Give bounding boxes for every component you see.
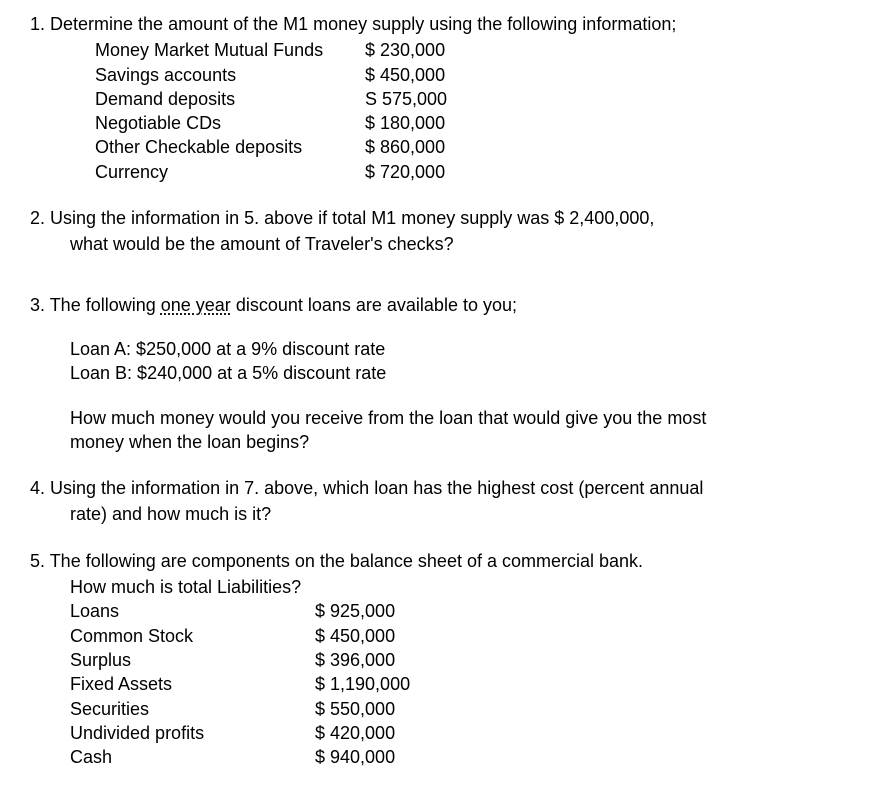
row-value: $ 230,000 — [365, 38, 445, 62]
table-row: Money Market Mutual Funds $ 230,000 — [95, 38, 855, 62]
q2-line1: 2. Using the information in 5. above if … — [30, 206, 855, 230]
loan-a: Loan A: $250,000 at a 9% discount rate — [70, 337, 855, 361]
row-label: Fixed Assets — [70, 672, 315, 696]
row-value: $ 450,000 — [315, 624, 395, 648]
table-row: Savings accounts $ 450,000 — [95, 63, 855, 87]
row-value: $ 940,000 — [315, 745, 395, 769]
row-value: $ 550,000 — [315, 697, 395, 721]
row-value: S 575,000 — [365, 87, 447, 111]
table-row: Other Checkable deposits $ 860,000 — [95, 135, 855, 159]
question-5: 5. The following are components on the b… — [30, 549, 855, 770]
row-value: $ 450,000 — [365, 63, 445, 87]
row-label: Securities — [70, 697, 315, 721]
q4-line2: rate) and how much is it? — [30, 502, 855, 526]
row-label: Savings accounts — [95, 63, 365, 87]
question-3: 3. The following one year discount loans… — [30, 293, 855, 454]
row-value: $ 420,000 — [315, 721, 395, 745]
table-row: Currency $ 720,000 — [95, 160, 855, 184]
row-label: Surplus — [70, 648, 315, 672]
q3-prompt-underline: one year — [161, 295, 231, 315]
row-value: $ 720,000 — [365, 160, 445, 184]
q1-table: Money Market Mutual Funds $ 230,000 Savi… — [30, 38, 855, 184]
row-value: $ 396,000 — [315, 648, 395, 672]
loan-b: Loan B: $240,000 at a 5% discount rate — [70, 361, 855, 385]
table-row: Demand deposits S 575,000 — [95, 87, 855, 111]
row-label: Other Checkable deposits — [95, 135, 365, 159]
row-label: Currency — [95, 160, 365, 184]
question-4: 4. Using the information in 7. above, wh… — [30, 476, 855, 527]
q3-subquestion: How much money would you receive from th… — [30, 406, 855, 455]
row-label: Common Stock — [70, 624, 315, 648]
table-row: Securities $ 550,000 — [70, 697, 855, 721]
q1-prompt: 1. Determine the amount of the M1 money … — [30, 12, 855, 36]
q4-line1: 4. Using the information in 7. above, wh… — [30, 476, 855, 500]
q2-line2: what would be the amount of Traveler's c… — [30, 232, 855, 256]
row-label: Money Market Mutual Funds — [95, 38, 365, 62]
table-row: Undivided profits $ 420,000 — [70, 721, 855, 745]
q3-loans: Loan A: $250,000 at a 9% discount rate L… — [30, 337, 855, 386]
q3-sub-line1: How much money would you receive from th… — [70, 406, 855, 430]
row-label: Demand deposits — [95, 87, 365, 111]
row-value: $ 1,190,000 — [315, 672, 410, 696]
table-row: Cash $ 940,000 — [70, 745, 855, 769]
row-value: $ 180,000 — [365, 111, 445, 135]
q3-prompt-pre: 3. The following — [30, 295, 161, 315]
table-row: Common Stock $ 450,000 — [70, 624, 855, 648]
row-label: Negotiable CDs — [95, 111, 365, 135]
q3-prompt-post: discount loans are available to you; — [231, 295, 517, 315]
question-2: 2. Using the information in 5. above if … — [30, 206, 855, 257]
row-value: $ 925,000 — [315, 599, 395, 623]
row-label: Cash — [70, 745, 315, 769]
question-1: 1. Determine the amount of the M1 money … — [30, 12, 855, 184]
row-value: $ 860,000 — [365, 135, 445, 159]
row-label: Loans — [70, 599, 315, 623]
row-label: Undivided profits — [70, 721, 315, 745]
table-row: Negotiable CDs $ 180,000 — [95, 111, 855, 135]
q5-line1: 5. The following are components on the b… — [30, 549, 855, 573]
q5-table: Loans $ 925,000 Common Stock $ 450,000 S… — [30, 599, 855, 769]
table-row: Loans $ 925,000 — [70, 599, 855, 623]
q3-sub-line2: money when the loan begins? — [70, 430, 855, 454]
table-row: Fixed Assets $ 1,190,000 — [70, 672, 855, 696]
q5-line2: How much is total Liabilities? — [30, 575, 855, 599]
table-row: Surplus $ 396,000 — [70, 648, 855, 672]
q3-prompt: 3. The following one year discount loans… — [30, 293, 855, 317]
